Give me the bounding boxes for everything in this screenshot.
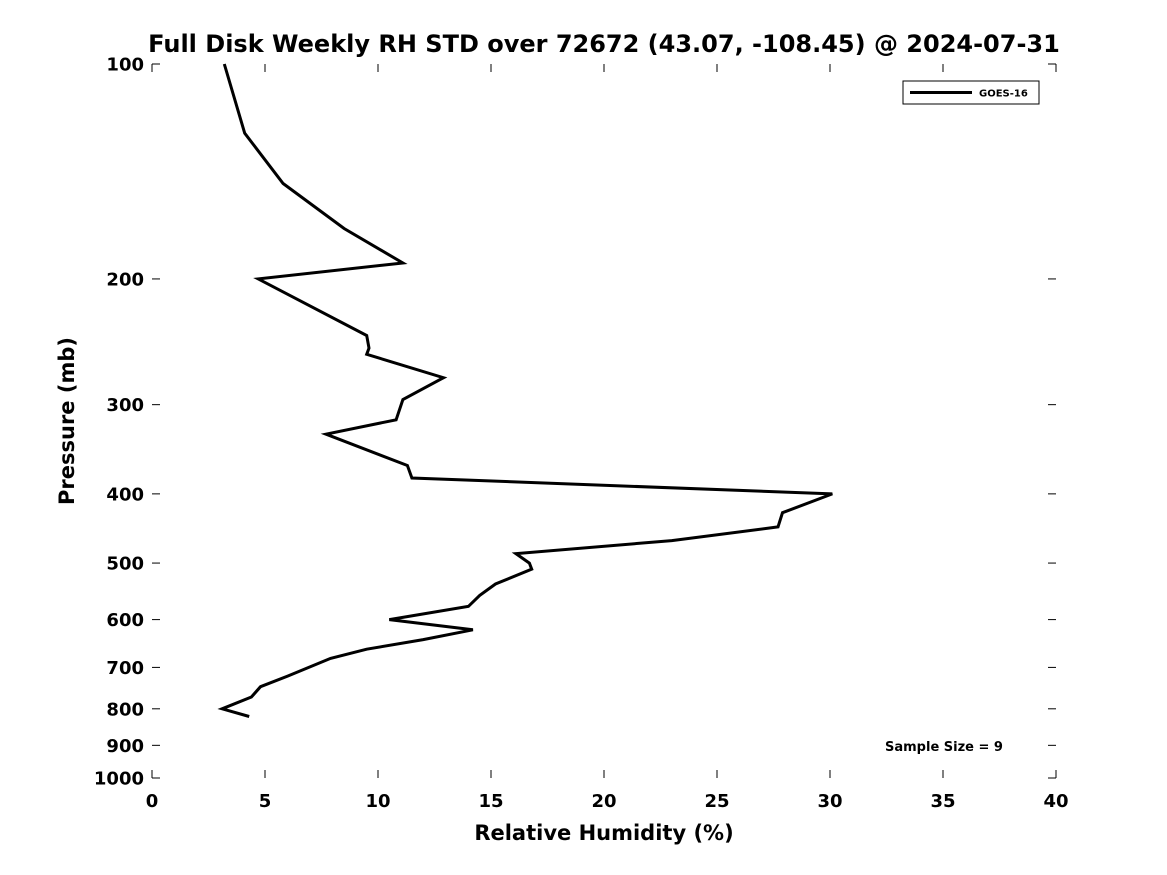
x-tick-label: 25: [704, 791, 729, 812]
x-tick-label: 10: [365, 791, 390, 812]
plot-area: [152, 64, 1056, 778]
y-tick-label: 600: [106, 610, 144, 631]
y-tick-label: 100: [106, 55, 144, 76]
x-tick-label: 30: [817, 791, 842, 812]
y-axis: 100 200 300 400 500 600 700 800 900 1000: [94, 55, 1056, 790]
y-tick-label: 500: [106, 554, 144, 575]
x-tick-label: 20: [591, 791, 616, 812]
y-tick-label: 200: [106, 269, 144, 290]
x-tick-label: 15: [478, 791, 503, 812]
chart-title: Full Disk Weekly RH STD over 72672 (43.0…: [148, 30, 1060, 58]
x-tick-label: 0: [146, 791, 159, 812]
x-tick-label: 40: [1043, 791, 1068, 812]
y-axis-label: Pressure (mb): [55, 337, 79, 505]
x-tick-label: 5: [259, 791, 272, 812]
y-tick-label: 700: [106, 658, 144, 679]
legend: GOES-16: [902, 80, 1040, 105]
y-tick-label: 300: [106, 395, 144, 416]
legend-label-goes-16: GOES-16: [979, 89, 1028, 100]
x-axis-label: Relative Humidity (%): [474, 821, 733, 845]
series-group: [217, 63, 833, 718]
y-tick-label: 1000: [94, 769, 144, 790]
y-tick-label: 800: [106, 699, 144, 720]
x-axis: 0 5 10 15 20 25 30 35 40: [146, 64, 1069, 812]
sample-size-annotation: Sample Size = 9: [885, 740, 1003, 755]
y-tick-label: 900: [106, 736, 144, 757]
x-tick-label: 35: [930, 791, 955, 812]
series-line-goes-16: [217, 63, 833, 718]
y-tick-label: 400: [106, 484, 144, 505]
